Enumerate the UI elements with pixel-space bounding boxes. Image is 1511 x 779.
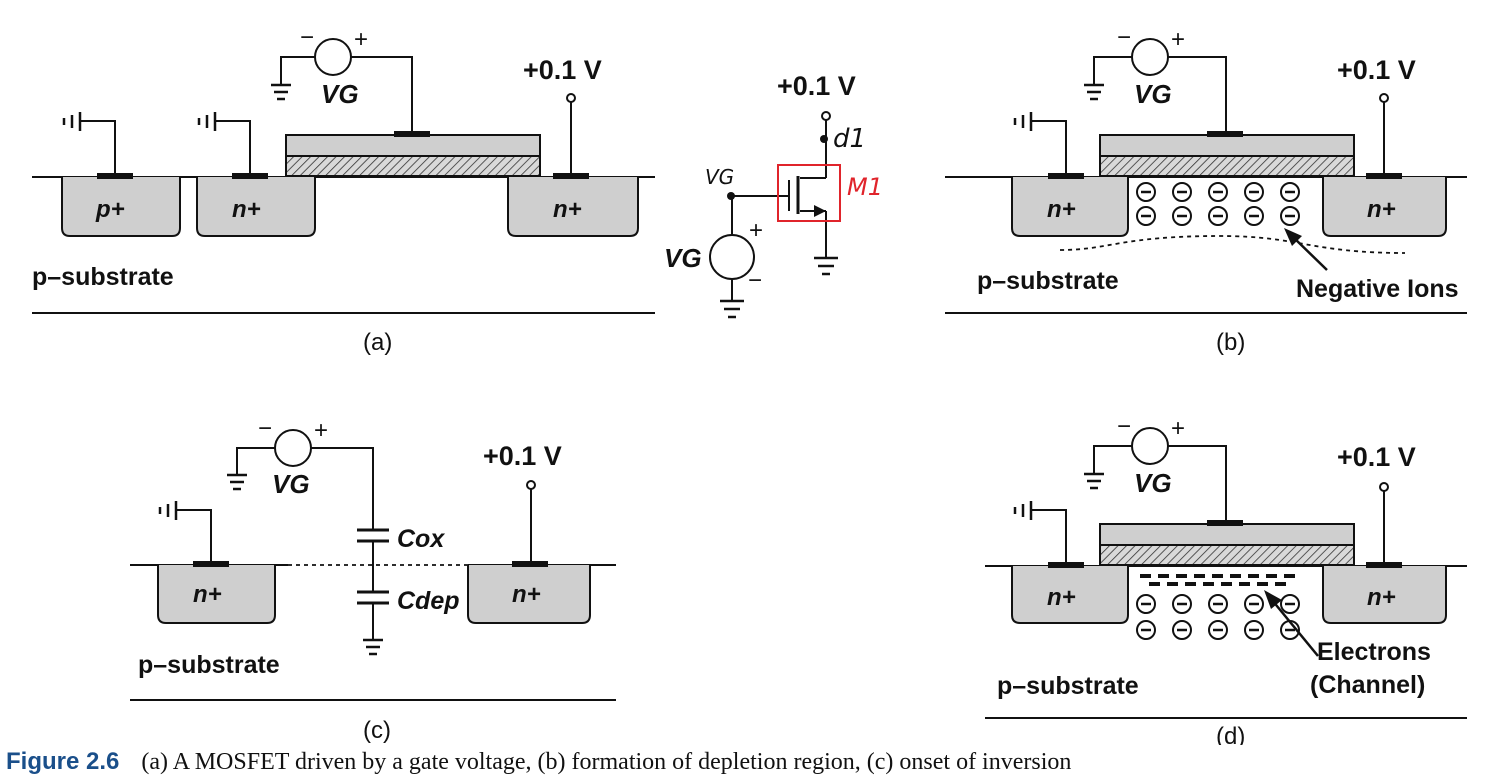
left-diff-label-b: n+: [1047, 196, 1076, 223]
panel-c: − + VG Cox Cdep +0.1 V n+ n+ p–substrate…: [130, 415, 616, 744]
left-diff-label-d: n+: [1047, 584, 1076, 611]
schematic-voltage: +0.1 V: [777, 71, 856, 101]
svg-text:−: −: [300, 24, 314, 51]
right-diff-label: n+: [553, 196, 582, 223]
left-diff-label-c: n+: [193, 581, 222, 608]
drain-voltage: +0.1 V: [523, 55, 602, 85]
panel-c-label: (c): [363, 717, 391, 744]
right-diff-label-c: n+: [512, 581, 541, 608]
vg-label-b: VG: [1134, 79, 1172, 109]
mid-diff-label: n+: [232, 196, 261, 223]
negative-ions: [1136, 182, 1300, 226]
caption-text: (a) A MOSFET driven by a gate voltage, (…: [141, 749, 1072, 775]
channel-label: (Channel): [1310, 671, 1425, 699]
cox-label: Cox: [397, 525, 445, 553]
substrate-label-c: p–substrate: [138, 651, 280, 679]
right-diff-label-d: n+: [1367, 584, 1396, 611]
depletion-boundary: [1059, 235, 1406, 254]
gate-node-label: VG: [705, 165, 734, 189]
svg-text:−: −: [748, 267, 762, 294]
transistor-schematic: +0.1 V d1 VG + − VG M1: [664, 71, 883, 319]
svg-text:+: +: [749, 217, 763, 244]
vg-label-c: VG: [272, 469, 310, 499]
negative-ions-label: Negative Ions: [1296, 275, 1459, 303]
panel-b-label: (b): [1216, 329, 1245, 356]
vg-source-label: VG: [664, 243, 702, 273]
panel-d-label: (d): [1216, 723, 1245, 745]
svg-text:+: +: [314, 417, 328, 444]
figure-caption: Figure 2.6 (a) A MOSFET driven by a gate …: [6, 748, 1506, 776]
drain-voltage-c: +0.1 V: [483, 441, 562, 471]
svg-text:+: +: [1171, 415, 1185, 442]
panel-d: − + VG +0.1 V n+ n+ Electrons (Channel) …: [985, 413, 1467, 750]
electron-channel: [1140, 574, 1295, 586]
electrons-label: Electrons: [1317, 638, 1431, 666]
m1-label: M1: [847, 173, 883, 201]
drain-voltage-d: +0.1 V: [1337, 442, 1416, 472]
svg-text:−: −: [258, 415, 272, 442]
substrate-label-b: p–substrate: [977, 267, 1119, 295]
svg-text:−: −: [1117, 413, 1131, 440]
gate-oxide: [285, 155, 541, 177]
right-diff-label-b: n+: [1367, 196, 1396, 223]
n-plus-drain-b: [1322, 177, 1447, 237]
vg-source: [314, 38, 352, 76]
substrate-label: p–substrate: [32, 263, 174, 291]
left-diff-label: p+: [95, 196, 125, 223]
svg-text:+: +: [1171, 26, 1185, 53]
panel-a: − + VG +0.1 V p+ n+ n+ p–substrate (a): [32, 24, 655, 356]
drain-voltage-b: +0.1 V: [1337, 55, 1416, 85]
vg-label: VG: [321, 79, 359, 109]
m1-highlight-box: [777, 164, 841, 222]
gate-poly: [285, 134, 541, 157]
figure-number: Figure 2.6: [6, 748, 120, 775]
panel-a-label: (a): [363, 329, 392, 356]
p-plus-well: [61, 177, 181, 237]
vg-label-d: VG: [1134, 468, 1172, 498]
n-plus-source: [196, 177, 316, 237]
cdep-label: Cdep: [397, 587, 460, 615]
n-plus-source-b: [1011, 177, 1129, 237]
n-plus-drain: [507, 177, 639, 237]
drain-note: d1: [833, 124, 866, 154]
svg-text:+: +: [354, 26, 368, 53]
svg-text:−: −: [1117, 24, 1131, 51]
panel-b: − + VG +0.1 V n+ n+ Negative Ions p–subs…: [945, 24, 1467, 356]
substrate-label-d: p–substrate: [997, 672, 1139, 700]
